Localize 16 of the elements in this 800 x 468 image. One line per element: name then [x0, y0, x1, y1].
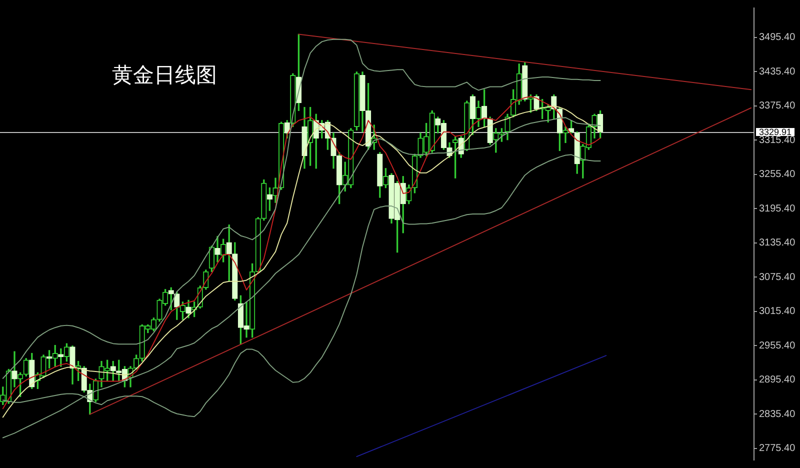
y-tick-label: 2895.40 [759, 374, 796, 386]
y-tick-label: 3195.40 [759, 203, 796, 214]
candlestick [562, 126, 568, 144]
ref-line-label: 3329.91 [759, 126, 792, 137]
y-tick-label: 3435.40 [759, 66, 796, 78]
y-tick-label: 3015.40 [759, 306, 796, 318]
y-tick-label: 2775.40 [759, 443, 796, 454]
y-tick-label: 3315.40 [759, 134, 796, 146]
y-tick-label: 2955.40 [759, 340, 796, 352]
y-tick-label: 3075.40 [759, 272, 796, 283]
y-tick-label: 3135.40 [759, 238, 796, 249]
y-tick-label: 3375.40 [759, 100, 796, 112]
y-tick-label: 2835.40 [759, 408, 796, 420]
y-tick-label: 3255.40 [759, 169, 796, 180]
text: 黄金日线图 [112, 63, 217, 88]
y-tick-label: 3495.40 [759, 32, 796, 44]
